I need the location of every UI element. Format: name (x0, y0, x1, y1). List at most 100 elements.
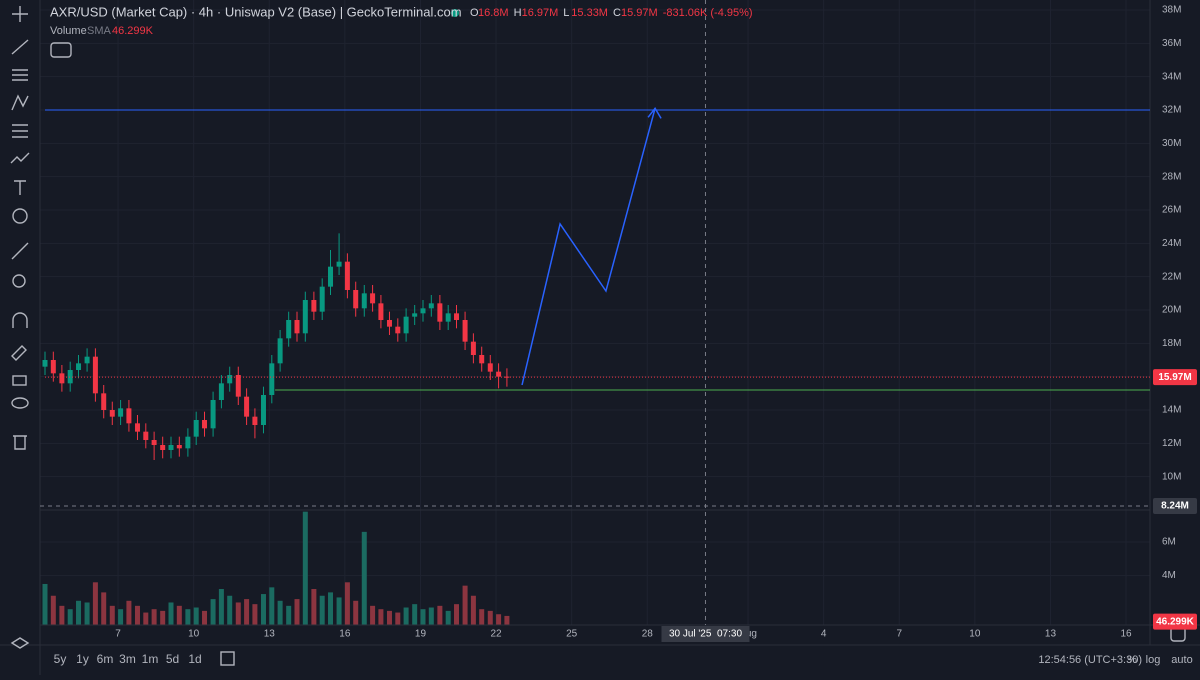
candle-body (294, 320, 300, 334)
volume-bar (118, 609, 124, 625)
x-tick-label: 25 (566, 629, 578, 640)
x-tick-label: 13 (264, 629, 276, 640)
volume-bar (42, 583, 48, 625)
crosshair-x-badge (661, 626, 750, 642)
ohlc-key: H (514, 7, 522, 19)
projection-tool[interactable] (12, 124, 28, 138)
auto-toggle[interactable]: auto (1171, 654, 1192, 666)
volume-bar (218, 589, 224, 625)
candle-body (445, 313, 451, 322)
x-tick-label: 4 (821, 629, 827, 640)
volume-bar (202, 610, 208, 625)
fib-tool[interactable] (12, 69, 28, 81)
crosshair-y-label: 8.24M (1161, 501, 1189, 512)
candle-body (269, 363, 275, 395)
x-tick-label: 16 (339, 629, 351, 640)
volume-value: 46.299K (112, 25, 154, 37)
volume-bar (437, 605, 443, 625)
x-tick-label: 28 (642, 629, 654, 640)
candle-body (454, 313, 460, 320)
y-tick-label: 26M (1162, 205, 1181, 216)
candle-body (67, 370, 73, 384)
timeframe-button[interactable]: 5y (54, 652, 67, 666)
volume-bar (361, 531, 367, 625)
last-price-label: 15.97M (1158, 372, 1191, 383)
candle-body (370, 293, 376, 304)
percent-toggle[interactable]: % (1127, 654, 1137, 666)
collapse-button[interactable] (50, 42, 72, 58)
volume-bar (487, 610, 493, 625)
candle-body (193, 420, 199, 437)
volume-bar (76, 600, 82, 625)
volume-bar (160, 610, 166, 625)
timeframe-button[interactable]: 6m (97, 652, 114, 666)
emoji-tool[interactable] (12, 208, 28, 224)
volume-bar (395, 612, 401, 625)
volume-bar (454, 604, 460, 625)
timeframe-button[interactable]: 3m (119, 652, 136, 666)
trendline-tool[interactable] (11, 39, 29, 55)
volume-bar (50, 595, 56, 625)
volume-bar (311, 589, 317, 625)
crosshair-tool[interactable] (12, 6, 28, 22)
volume-bar (462, 585, 468, 625)
candle-body (412, 313, 418, 317)
log-toggle[interactable]: log (1146, 654, 1161, 666)
brush-tool[interactable] (10, 152, 30, 164)
volume-bar (412, 604, 418, 625)
candle-body (437, 303, 443, 322)
volume-bar (353, 600, 359, 625)
volume-bar (126, 600, 132, 625)
layers-tool[interactable] (10, 637, 30, 649)
x-tick-label: 10 (969, 629, 981, 640)
date-range-button[interactable] (220, 651, 235, 666)
hide-tool[interactable] (11, 397, 29, 409)
y-tick-label: 30M (1162, 138, 1181, 149)
magnet-tool[interactable] (12, 312, 28, 328)
volume-bar (328, 592, 334, 625)
candle-body (118, 408, 124, 417)
volume-bar (302, 511, 308, 625)
pattern-tool[interactable] (11, 94, 29, 111)
candle-body (479, 355, 485, 364)
lock-tool[interactable] (12, 375, 27, 386)
draw-mode-tool[interactable] (11, 345, 27, 361)
y-tick-label: 18M (1162, 338, 1181, 349)
candle-body (462, 320, 468, 342)
text-tool[interactable] (14, 180, 26, 195)
volume-tick-label: 4M (1162, 570, 1176, 581)
timeframe-button[interactable]: 1m (142, 652, 159, 666)
candle-body (84, 356, 90, 364)
volume-bar (168, 602, 174, 625)
candle-body (101, 393, 107, 410)
y-tick-label: 28M (1162, 171, 1181, 182)
candle-body (470, 341, 476, 355)
candle-body (185, 436, 191, 449)
x-tick-label: 16 (1120, 629, 1132, 640)
y-tick-label: 14M (1162, 405, 1181, 416)
candle-body (134, 423, 140, 432)
timeframe-button[interactable]: 1d (188, 652, 201, 666)
volume-bar (260, 594, 266, 625)
volume-bar (101, 592, 107, 625)
measure-tool[interactable] (11, 242, 29, 260)
candle-body (403, 316, 409, 334)
delete-tool[interactable] (13, 435, 27, 450)
volume-bar (496, 614, 502, 625)
volume-bar (269, 587, 275, 625)
timeframe-button[interactable]: 1y (76, 652, 89, 666)
candle-body (252, 416, 258, 425)
volume-bar (109, 605, 115, 625)
y-tick-label: 34M (1162, 71, 1181, 82)
timeframe-button[interactable]: 5d (166, 652, 179, 666)
volume-bar (403, 607, 409, 625)
candle-body (277, 338, 283, 364)
zoom-tool[interactable] (12, 274, 26, 288)
change-value: -831.06K (-4.95%) (663, 7, 753, 19)
candle-body (336, 261, 342, 267)
x-tick-label: 22 (491, 629, 503, 640)
volume-bar (277, 600, 283, 625)
volume-bar (193, 607, 199, 625)
candle-body (151, 440, 157, 445)
